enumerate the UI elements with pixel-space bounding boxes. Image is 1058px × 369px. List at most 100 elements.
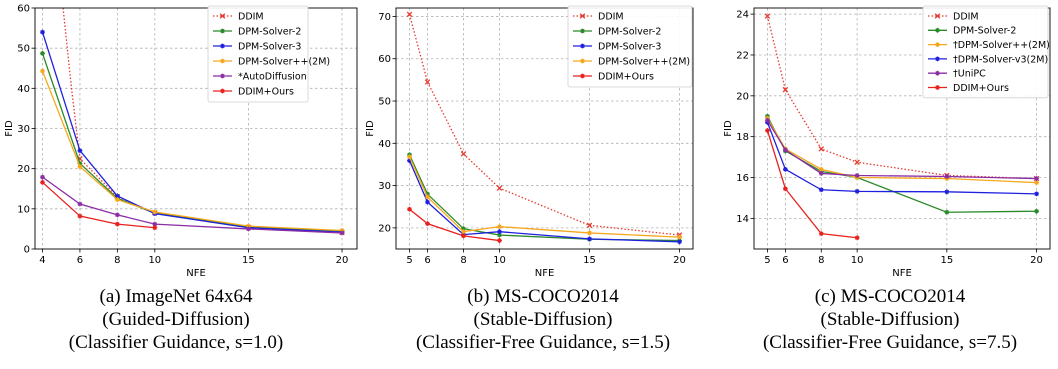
y-axis-label: FID (723, 120, 734, 137)
data-point (1034, 180, 1039, 186)
data-point (1034, 208, 1039, 214)
series-line (408, 156, 680, 238)
data-point (1034, 176, 1039, 181)
y-tick-label: 30 (378, 181, 391, 192)
y-axis-label: FID (4, 120, 15, 137)
data-point (406, 11, 413, 18)
x-tick-label: 5 (406, 255, 412, 266)
legend: DDIM DPM-Solver-2 DPM-Solver-3 DPM-Solver++… (207, 5, 330, 103)
data-point (460, 151, 467, 157)
data-point (818, 231, 824, 237)
data-point (425, 221, 430, 227)
legend-label: DDIM (598, 11, 624, 22)
x-tick-label: 6 (77, 255, 83, 266)
legend-label: DDIM+Ours (238, 86, 294, 97)
y-tick-label: 50 (17, 44, 30, 55)
data-point (854, 173, 860, 178)
data-point (497, 229, 502, 235)
legend-entry: DDIM+Ours (213, 86, 294, 97)
data-point (77, 148, 83, 153)
caption-line: (Classifier Guidance, s=1.0) (69, 332, 283, 353)
series-line (408, 154, 680, 242)
series-line (766, 16, 1037, 180)
data-point (854, 159, 860, 165)
data-point (764, 13, 771, 19)
data-point (246, 226, 251, 232)
data-point (587, 230, 592, 236)
data-point (40, 174, 45, 180)
data-point (782, 166, 788, 172)
data-point (339, 228, 345, 233)
legend-box (207, 5, 309, 103)
y-tick-label: 14 (736, 214, 749, 225)
legend-entry: DDIM+Ours (928, 83, 1009, 94)
data-point (782, 186, 788, 192)
legend-entry: *AutoDiffusion (213, 71, 307, 82)
y-tick-label: 18 (736, 132, 749, 143)
legend-entry: DPM-Solver-2 (928, 26, 1016, 37)
legend: DDIM DPM-Solver-2 DPM-Solver-3 DPM-Solver++… (567, 5, 693, 88)
data-point (114, 221, 120, 227)
data-point (496, 185, 503, 191)
series-line (408, 160, 680, 243)
series-line (766, 122, 1037, 195)
x-tick-label: 10 (148, 255, 161, 266)
legend-label: DPM-Solver-3 (598, 41, 661, 52)
data-point (425, 199, 430, 205)
legend-label: DPM-Solver-2 (598, 26, 661, 37)
legend-entry: DPM-Solver-2 (213, 26, 301, 37)
legend-label: DPM-Solver-2 (953, 26, 1016, 37)
y-tick-label: 20 (736, 91, 749, 102)
chart-panel: 5 6 8 10 15 20 14 16 18 20 22 24 NFE FID DDIM DPM-Solve… (723, 5, 1051, 353)
data-point (407, 158, 412, 164)
legend-label: DDIM (953, 11, 979, 22)
y-tick-label: 30 (17, 124, 30, 135)
y-tick-label: 50 (378, 97, 391, 108)
data-point (944, 189, 950, 195)
y-tick-label: 40 (378, 139, 391, 150)
legend-label: †DPM-Solver++(2M) (953, 40, 1050, 51)
x-tick-label: 8 (818, 255, 824, 266)
caption-line: (c) MS-COCO2014 (815, 286, 966, 307)
x-tick-label: 20 (336, 255, 349, 266)
series-line (408, 14, 680, 236)
data-point (461, 233, 466, 239)
caption-line: (b) MS-COCO2014 (467, 286, 619, 307)
x-tick-label: 10 (851, 255, 864, 266)
x-tick-label: 8 (114, 255, 120, 266)
data-point (677, 234, 682, 240)
data-point (152, 221, 158, 227)
data-point (424, 79, 431, 85)
legend-label: *AutoDiffusion (238, 71, 307, 82)
data-point (944, 209, 950, 215)
legend-entry: DPM-Solver++(2M) (213, 56, 330, 67)
x-axis-label: NFE (186, 268, 206, 279)
caption-line: (a) ImageNet 64x64 (100, 286, 253, 307)
legend-label: DDIM+Ours (598, 71, 654, 82)
data-point (152, 225, 158, 231)
legend-entry: DPM-Solver-3 (213, 41, 301, 52)
y-tick-label: 22 (736, 50, 749, 61)
data-point (77, 201, 83, 207)
legend-entry: †DPM-Solver-v3(2M) (928, 54, 1048, 65)
y-tick-label: 20 (378, 223, 391, 234)
legend-label: †DPM-Solver-v3(2M) (953, 54, 1048, 65)
legend-entry: DDIM+Ours (573, 71, 654, 82)
data-point (40, 29, 45, 35)
data-point (246, 223, 251, 229)
series-group (40, 8, 345, 236)
data-point (152, 209, 158, 215)
data-point (425, 194, 430, 200)
data-point (497, 224, 502, 229)
x-tick-label: 20 (673, 255, 686, 266)
legend-entry: †UniPC (928, 69, 986, 80)
x-tick-label: 8 (460, 255, 466, 266)
legend-entry: DPM-Solver-3 (573, 41, 661, 52)
x-tick-label: 4 (39, 255, 45, 266)
legend-entry: DDIM (573, 11, 624, 22)
data-point (114, 193, 120, 199)
data-point (586, 222, 593, 229)
data-point (77, 164, 83, 170)
y-tick-label: 60 (17, 4, 30, 15)
